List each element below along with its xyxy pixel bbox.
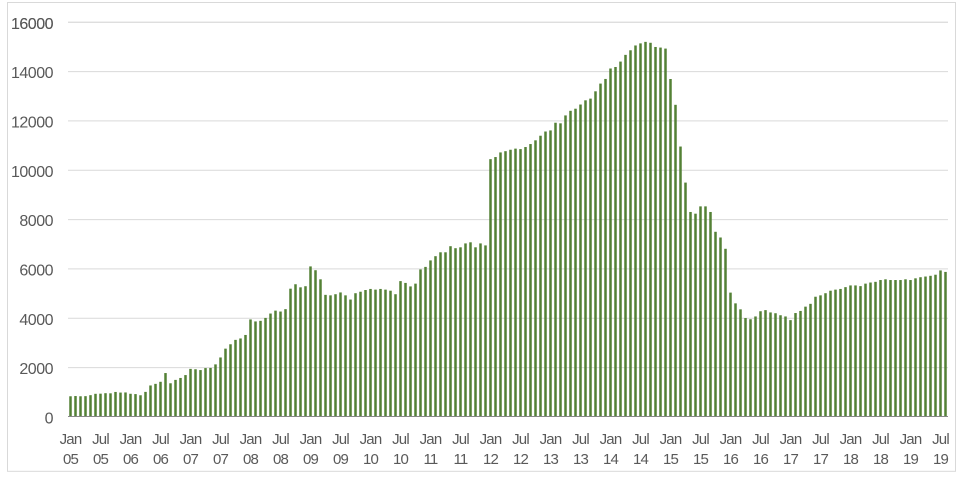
svg-text:Jul: Jul	[392, 431, 409, 448]
svg-text:18: 18	[873, 451, 889, 468]
svg-text:09: 09	[333, 451, 349, 468]
svg-text:Jan: Jan	[600, 431, 622, 448]
svg-text:2000: 2000	[19, 361, 53, 378]
svg-text:14: 14	[633, 451, 649, 468]
svg-text:08: 08	[273, 451, 289, 468]
svg-text:06: 06	[123, 451, 139, 468]
svg-text:Jan: Jan	[720, 431, 742, 448]
svg-text:07: 07	[183, 451, 199, 468]
svg-text:Jul: Jul	[932, 431, 949, 448]
svg-text:Jan: Jan	[900, 431, 922, 448]
svg-text:19: 19	[933, 451, 949, 468]
svg-text:Jul: Jul	[752, 431, 769, 448]
svg-text:Jul: Jul	[332, 431, 349, 448]
svg-text:6000: 6000	[19, 263, 53, 280]
svg-text:12000: 12000	[11, 115, 54, 132]
svg-text:11: 11	[424, 451, 438, 468]
svg-text:Jan: Jan	[660, 431, 682, 448]
svg-text:07: 07	[213, 451, 229, 468]
svg-text:Jul: Jul	[92, 431, 109, 448]
svg-text:0: 0	[45, 411, 54, 428]
svg-text:Jul: Jul	[152, 431, 169, 448]
svg-text:Jul: Jul	[692, 431, 709, 448]
svg-text:16000: 16000	[11, 16, 54, 33]
svg-text:Jan: Jan	[480, 431, 502, 448]
svg-text:Jan: Jan	[180, 431, 202, 448]
svg-text:17: 17	[783, 451, 799, 468]
svg-text:Jul: Jul	[572, 431, 589, 448]
svg-text:11: 11	[454, 451, 468, 468]
svg-text:Jan: Jan	[60, 431, 82, 448]
svg-text:18: 18	[843, 451, 859, 468]
svg-text:15: 15	[693, 451, 709, 468]
svg-text:09: 09	[303, 451, 319, 468]
svg-text:Jul: Jul	[812, 431, 829, 448]
svg-text:12: 12	[513, 451, 529, 468]
svg-text:Jul: Jul	[272, 431, 289, 448]
svg-text:Jan: Jan	[120, 431, 142, 448]
svg-text:Jul: Jul	[452, 431, 469, 448]
svg-text:13: 13	[543, 451, 559, 468]
svg-text:Jan: Jan	[360, 431, 382, 448]
svg-text:16: 16	[753, 451, 769, 468]
svg-text:05: 05	[93, 451, 109, 468]
svg-text:Jul: Jul	[212, 431, 229, 448]
svg-text:Jul: Jul	[632, 431, 649, 448]
svg-text:06: 06	[153, 451, 169, 468]
svg-text:12: 12	[483, 451, 499, 468]
svg-text:Jan: Jan	[240, 431, 262, 448]
svg-text:10000: 10000	[11, 164, 54, 181]
svg-text:Jan: Jan	[840, 431, 862, 448]
svg-text:Jul: Jul	[872, 431, 889, 448]
svg-text:05: 05	[63, 451, 79, 468]
svg-text:4000: 4000	[19, 312, 53, 329]
svg-text:Jan: Jan	[300, 431, 322, 448]
svg-text:10: 10	[363, 451, 379, 468]
svg-text:16000: 16000	[11, 16, 54, 33]
svg-text:8000: 8000	[19, 213, 53, 230]
svg-text:Jan: Jan	[540, 431, 562, 448]
svg-text:14: 14	[603, 451, 619, 468]
svg-text:Jul: Jul	[512, 431, 529, 448]
svg-text:17: 17	[813, 451, 829, 468]
svg-text:16: 16	[723, 451, 739, 468]
svg-text:10: 10	[393, 451, 409, 468]
svg-text:Jan: Jan	[780, 431, 802, 448]
svg-text:14000: 14000	[11, 65, 54, 82]
svg-text:13: 13	[573, 451, 589, 468]
svg-text:15: 15	[663, 451, 679, 468]
svg-text:08: 08	[243, 451, 259, 468]
svg-text:19: 19	[903, 451, 919, 468]
svg-text:Jan: Jan	[420, 431, 442, 448]
